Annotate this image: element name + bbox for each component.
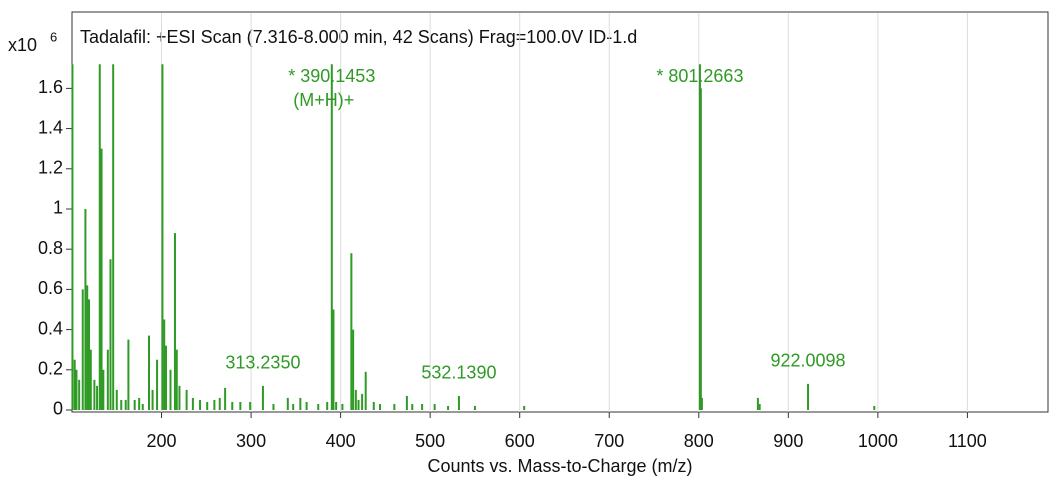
x-tick-label: 500 [415,431,445,451]
plot-frame [71,11,1049,413]
x-tick-label: 400 [326,431,356,451]
y-tick-label: 0 [53,399,63,419]
peak-annotation: * 801.2663 [656,66,743,86]
y-tick-label: 1.2 [38,158,63,178]
y-tick-label: 1.4 [38,117,63,137]
y-tick-label: 0.4 [38,318,63,338]
x-tick-label: 900 [773,431,803,451]
y-tick-label: 1 [53,198,63,218]
y-tick-label: 1.6 [38,77,63,97]
x-tick-label: 300 [236,431,266,451]
peak-annotation: 922.0098 [770,351,845,371]
x-tick-label: 600 [505,431,535,451]
y-tick-label: 0.8 [38,238,63,258]
y-multiplier: x10 [8,35,37,55]
x-tick-label: 1100 [948,431,987,451]
peak-annotation: * 390.1453 [288,66,375,86]
y-tick-label: 0.2 [38,359,63,379]
peak-annotation: 313.2350 [225,353,300,373]
chart-title: Tadalafil: +ESI Scan (7.316-8.000 min, 4… [80,27,637,47]
y-exponent: 6 [50,29,57,44]
peak-annotation-sub: (M+H)+ [293,90,354,110]
x-tick-label: 700 [594,431,624,451]
x-tick-label: 200 [147,431,177,451]
x-tick-label: 1000 [858,431,898,451]
x-axis-label: Counts vs. Mass-to-Charge (m/z) [427,456,692,476]
y-tick-label: 0.6 [38,278,63,298]
peak-annotation: 532.1390 [421,363,496,383]
x-tick-label: 800 [684,431,714,451]
